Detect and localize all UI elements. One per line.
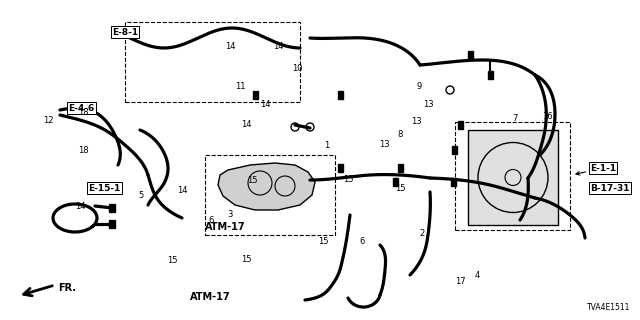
Text: 18: 18 <box>78 108 88 116</box>
Text: E-4-6: E-4-6 <box>68 103 94 113</box>
Bar <box>468 130 558 225</box>
Text: FR.: FR. <box>58 283 76 293</box>
Bar <box>451 178 456 186</box>
Text: 15: 15 <box>344 175 354 184</box>
Text: 14: 14 <box>273 42 284 51</box>
Text: E-1-1: E-1-1 <box>576 164 616 175</box>
Text: 6: 6 <box>359 237 364 246</box>
Text: E-15-1: E-15-1 <box>88 183 120 193</box>
Text: 15: 15 <box>395 184 405 193</box>
Text: 12: 12 <box>43 116 53 124</box>
Bar <box>467 51 472 59</box>
Bar <box>458 121 463 129</box>
Bar <box>455 122 570 230</box>
Text: 7: 7 <box>513 114 518 123</box>
Text: 14: 14 <box>260 100 271 108</box>
Bar <box>451 146 456 154</box>
Text: 14: 14 <box>75 202 85 211</box>
Text: 3: 3 <box>228 210 233 219</box>
Text: 14: 14 <box>177 186 188 195</box>
Text: E-8-1: E-8-1 <box>112 28 138 36</box>
Text: TVA4E1511: TVA4E1511 <box>587 303 630 312</box>
Bar <box>337 164 342 172</box>
Polygon shape <box>218 163 315 210</box>
Bar <box>337 91 342 99</box>
Text: B-17-31: B-17-31 <box>590 183 630 193</box>
Text: 11: 11 <box>235 82 245 91</box>
Bar <box>109 204 115 212</box>
Text: ATM-17: ATM-17 <box>205 222 246 232</box>
Bar <box>205 155 335 235</box>
Bar <box>397 164 403 172</box>
Text: 15: 15 <box>241 255 252 264</box>
Text: 4: 4 <box>474 271 479 280</box>
Text: 15: 15 <box>168 256 178 265</box>
Text: 15: 15 <box>318 237 328 246</box>
Bar <box>253 91 257 99</box>
Text: 13: 13 <box>424 100 434 108</box>
Bar <box>488 71 493 79</box>
Bar <box>392 178 397 186</box>
Text: 8: 8 <box>397 130 403 139</box>
Text: 10: 10 <box>292 64 303 73</box>
Text: ATM-17: ATM-17 <box>190 292 230 302</box>
Text: 14: 14 <box>241 120 252 129</box>
Text: 18: 18 <box>78 146 88 155</box>
Bar <box>125 22 300 102</box>
Text: 2: 2 <box>420 229 425 238</box>
Text: 15: 15 <box>248 176 258 185</box>
Text: 6: 6 <box>209 216 214 225</box>
Text: 13: 13 <box>411 117 421 126</box>
Text: 17: 17 <box>456 277 466 286</box>
Text: 14: 14 <box>225 42 236 51</box>
Text: 1: 1 <box>324 141 329 150</box>
Text: 9: 9 <box>417 82 422 91</box>
Bar <box>109 220 115 228</box>
Text: 16: 16 <box>542 112 552 121</box>
Text: 13: 13 <box>379 140 389 148</box>
Text: 5: 5 <box>138 191 143 200</box>
